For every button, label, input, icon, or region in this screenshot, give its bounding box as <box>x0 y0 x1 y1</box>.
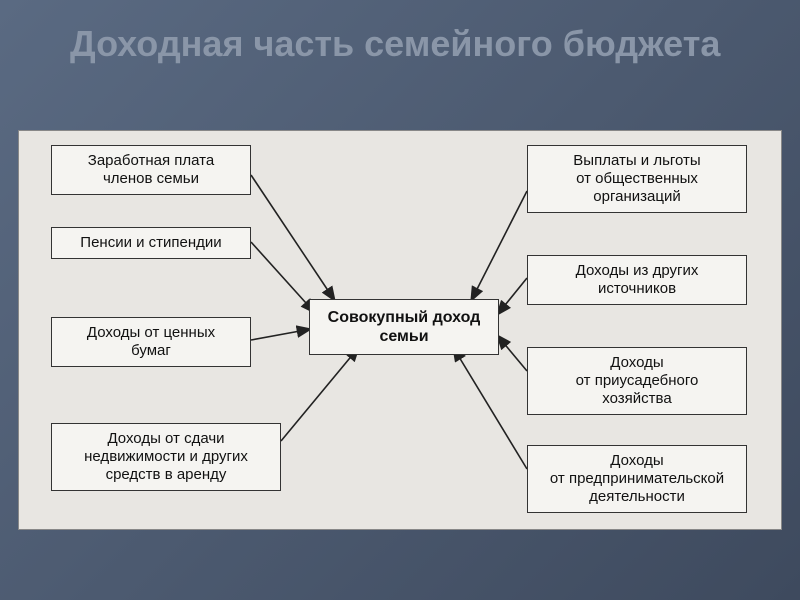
diagram-node: Доходыот приусадебногохозяйства <box>527 347 747 415</box>
diagram-edge <box>497 278 527 315</box>
diagram-node: Совокупный доходсемьи <box>309 299 499 355</box>
diagram-edge <box>497 335 527 371</box>
slide: Доходная часть семейного бюджета Заработ… <box>0 0 800 600</box>
diagram-edge <box>453 347 527 469</box>
diagram-node: Доходы от сдачинедвижимости и другихсред… <box>51 423 281 491</box>
diagram-node: Заработная платачленов семьи <box>51 145 251 195</box>
diagram-edge <box>281 347 359 441</box>
diagram-node: Пенсии и стипендии <box>51 227 251 259</box>
slide-title: Доходная часть семейного бюджета <box>70 24 720 64</box>
diagram-edge <box>251 175 335 301</box>
diagram-edge <box>251 242 315 313</box>
diagram-edge <box>471 191 527 301</box>
diagram-edge <box>251 329 311 340</box>
diagram-node: Выплаты и льготыот общественныхорганизац… <box>527 145 747 213</box>
diagram-node: Доходы из другихисточников <box>527 255 747 305</box>
diagram-node: Доходыот предпринимательскойдеятельности <box>527 445 747 513</box>
diagram-panel: Заработная платачленов семьи Пенсии и сти… <box>18 130 782 530</box>
diagram-node: Доходы от ценныхбумаг <box>51 317 251 367</box>
